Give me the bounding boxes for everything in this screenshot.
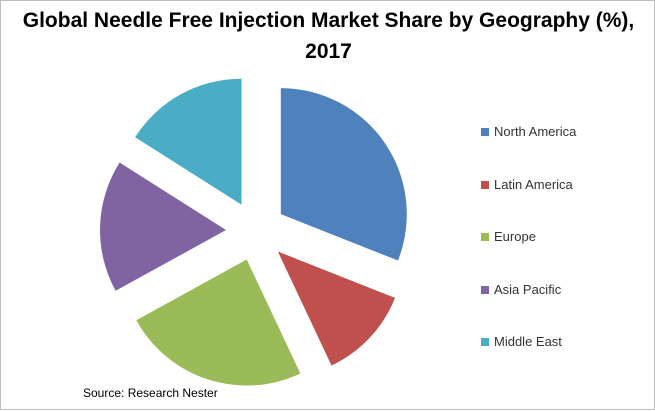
pie-slice-europe xyxy=(136,259,301,386)
pie-slice-middle-east xyxy=(135,78,242,205)
legend-label: Middle East xyxy=(494,334,562,349)
legend-swatch xyxy=(481,180,489,189)
pie-slice-asia-pacific xyxy=(100,162,227,291)
legend-swatch xyxy=(481,128,489,136)
source-note: Source: Research Nester xyxy=(83,386,218,400)
pie-slice-latin-america xyxy=(277,251,396,366)
legend-label: North America xyxy=(494,124,577,139)
legend-swatch xyxy=(481,285,489,294)
legend-swatch xyxy=(481,233,489,241)
legend-swatch xyxy=(481,338,489,346)
legend-label: Latin America xyxy=(494,176,573,192)
legend-label: Asia Pacific xyxy=(494,281,562,297)
chart-title: Global Needle Free Injection Market Shar… xyxy=(22,9,635,63)
legend-label: Europe xyxy=(494,229,536,244)
pie-slice-north-america xyxy=(280,88,407,261)
